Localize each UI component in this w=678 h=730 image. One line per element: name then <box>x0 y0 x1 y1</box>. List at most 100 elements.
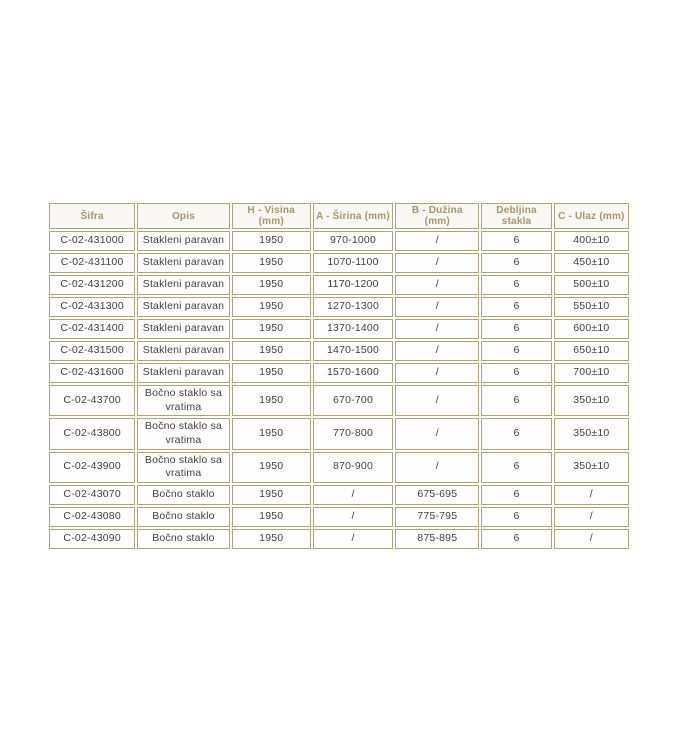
table-cell: Stakleni paravan <box>137 275 230 295</box>
table-cell: 600±10 <box>553 319 629 339</box>
table-cell: Bočno staklo sa vratima <box>137 418 230 450</box>
table-cell: 675-695 <box>395 484 480 505</box>
table-cell: Stakleni paravan <box>137 319 230 339</box>
table-cell: 1950 <box>231 451 311 483</box>
table-cell: Bočno staklo sa vratima <box>137 385 230 417</box>
table-cell: 970-1000 <box>312 231 394 251</box>
spec-table-container: Šifra Opis H - Visina (mm) A - Širina (m… <box>47 201 631 551</box>
table-cell: 1570-1600 <box>312 363 394 383</box>
table-row: C-02-431500 Stakleni paravan 1950 1470-1500… <box>49 341 629 361</box>
table-cell: C-02-431200 <box>49 275 136 295</box>
table-cell: 700±10 <box>553 363 629 383</box>
table-cell: Stakleni paravan <box>137 341 230 361</box>
table-cell: 6 <box>481 275 552 295</box>
table-row: C-02-43800 Bočno staklo sa vratima 1950 770… <box>49 418 629 450</box>
table-cell: / <box>312 506 394 527</box>
table-cell: 6 <box>481 253 552 273</box>
table-cell: 1270-1300 <box>312 297 394 317</box>
table-row: C-02-431100 Stakleni paravan 1950 1070-1100… <box>49 253 629 273</box>
table-cell: 650±10 <box>553 341 629 361</box>
table-cell: 670-700 <box>312 385 394 417</box>
table-cell: 6 <box>481 231 552 251</box>
table-cell: 450±10 <box>553 253 629 273</box>
table-cell: 6 <box>481 385 552 417</box>
column-header-sirina: A - Širina (mm) <box>312 203 394 229</box>
table-row: C-02-431600 Stakleni paravan 1950 1570-1600… <box>49 363 629 383</box>
table-cell: C-02-431500 <box>49 341 136 361</box>
table-cell: / <box>395 275 480 295</box>
table-cell: / <box>395 418 480 450</box>
table-cell: C-02-43070 <box>49 484 136 505</box>
table-header-row: Šifra Opis H - Visina (mm) A - Širina (m… <box>49 203 629 229</box>
table-row: C-02-431300 Stakleni paravan 1950 1270-1300… <box>49 297 629 317</box>
table-cell: 550±10 <box>553 297 629 317</box>
table-cell: 875-895 <box>395 528 480 549</box>
table-cell: 6 <box>481 319 552 339</box>
table-cell: / <box>395 231 480 251</box>
table-cell: 775-795 <box>395 506 480 527</box>
table-row: C-02-43090 Bočno staklo 1950/875-895 6/ <box>49 528 629 549</box>
table-cell: 1170-1200 <box>312 275 394 295</box>
table-cell: 6 <box>481 451 552 483</box>
table-cell: 770-800 <box>312 418 394 450</box>
table-cell: / <box>312 528 394 549</box>
table-row: C-02-431200 Stakleni paravan 1950 1170-1200… <box>49 275 629 295</box>
table-cell: 6 <box>481 341 552 361</box>
table-row: C-02-43080 Bočno staklo 1950/775-795 6/ <box>49 506 629 527</box>
table-row: C-02-43900 Bočno staklo sa vratima 1950 870… <box>49 451 629 483</box>
column-header-ulaz: C - Ulaz (mm) <box>553 203 629 229</box>
table-cell: 6 <box>481 484 552 505</box>
column-header-debljina: Debljina stakla <box>481 203 552 229</box>
table-cell: 350±10 <box>553 385 629 417</box>
table-cell: 1470-1500 <box>312 341 394 361</box>
table-cell: 6 <box>481 363 552 383</box>
table-cell: C-02-43900 <box>49 451 136 483</box>
table-cell: 1950 <box>231 297 311 317</box>
table-cell: 1950 <box>231 253 311 273</box>
table-cell: Bočno staklo sa vratima <box>137 451 230 483</box>
table-cell: Stakleni paravan <box>137 253 230 273</box>
table-cell: C-02-43090 <box>49 528 136 549</box>
table-cell: / <box>553 506 629 527</box>
table-cell: / <box>395 341 480 361</box>
column-header-opis: Opis <box>137 203 230 229</box>
table-cell: Bočno staklo <box>137 484 230 505</box>
table-row: C-02-43700 Bočno staklo sa vratima 1950 670… <box>49 385 629 417</box>
table-cell: C-02-431100 <box>49 253 136 273</box>
table-cell: 870-900 <box>312 451 394 483</box>
table-cell: C-02-43800 <box>49 418 136 450</box>
table-cell: C-02-43080 <box>49 506 136 527</box>
table-cell: 1950 <box>231 385 311 417</box>
table-cell: 6 <box>481 418 552 450</box>
table-cell: / <box>553 484 629 505</box>
table-cell: 1070-1100 <box>312 253 394 273</box>
table-cell: 1950 <box>231 528 311 549</box>
table-cell: Stakleni paravan <box>137 231 230 251</box>
table-cell: 400±10 <box>553 231 629 251</box>
table-cell: 1950 <box>231 506 311 527</box>
table-cell: Stakleni paravan <box>137 363 230 383</box>
table-cell: / <box>395 451 480 483</box>
table-cell: 1950 <box>231 319 311 339</box>
column-header-duzina: B - Dužina (mm) <box>395 203 480 229</box>
table-cell: / <box>553 528 629 549</box>
table-cell: C-02-431400 <box>49 319 136 339</box>
table-cell: 1950 <box>231 363 311 383</box>
table-cell: 500±10 <box>553 275 629 295</box>
column-header-sifra: Šifra <box>49 203 136 229</box>
table-cell: / <box>395 253 480 273</box>
table-cell: 350±10 <box>553 451 629 483</box>
table-cell: Stakleni paravan <box>137 297 230 317</box>
table-cell: C-02-431000 <box>49 231 136 251</box>
table-cell: 1950 <box>231 231 311 251</box>
table-cell: 1950 <box>231 484 311 505</box>
table-cell: Bočno staklo <box>137 506 230 527</box>
table-cell: C-02-43700 <box>49 385 136 417</box>
table-cell: 1370-1400 <box>312 319 394 339</box>
table-cell: C-02-431300 <box>49 297 136 317</box>
table-cell: / <box>395 363 480 383</box>
table-cell: 6 <box>481 297 552 317</box>
table-cell: / <box>395 319 480 339</box>
table-cell: C-02-431600 <box>49 363 136 383</box>
